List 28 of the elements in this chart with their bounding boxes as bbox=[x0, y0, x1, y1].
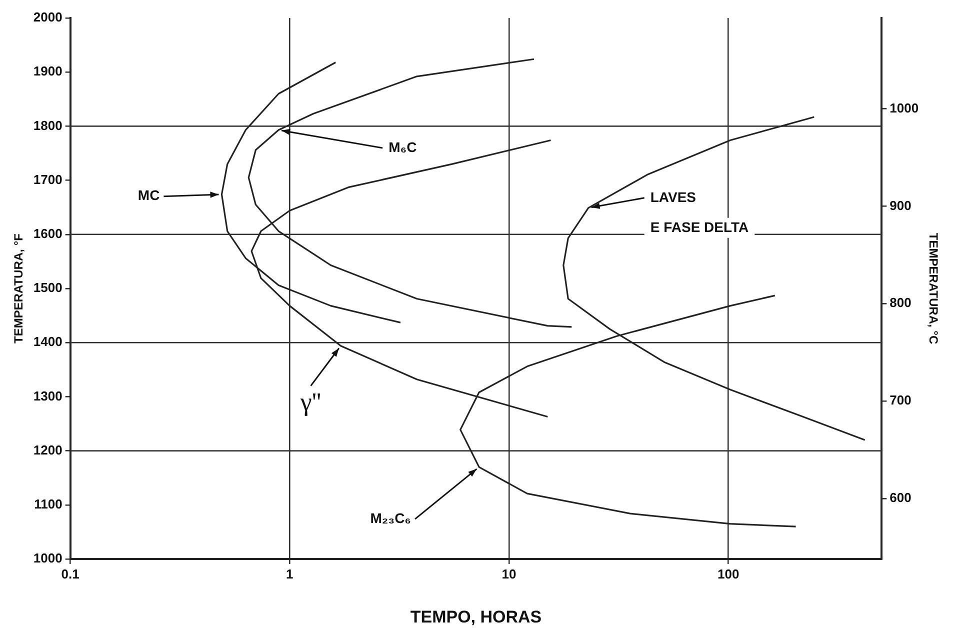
x-tick-label: 10 bbox=[502, 566, 516, 582]
y-tick-label: 1200 bbox=[33, 442, 62, 458]
y-tick-label: 1900 bbox=[33, 64, 62, 79]
y-tick-label: 1500 bbox=[33, 280, 62, 296]
x-tick-label: 0.1 bbox=[61, 566, 80, 582]
y2-axis-title: TEMPERATURA, °C bbox=[926, 232, 940, 344]
y-tick-label: 1700 bbox=[33, 172, 62, 187]
x-tick-label: 100 bbox=[718, 566, 740, 582]
y-tick-label: 1000 bbox=[33, 550, 62, 566]
y-tick-label: 1400 bbox=[33, 334, 62, 350]
y-tick-label: 1800 bbox=[33, 118, 62, 133]
annotation: γ'' bbox=[299, 388, 322, 417]
y-tick-label: 1100 bbox=[34, 496, 62, 512]
y2-tick-label: 1000 bbox=[890, 100, 919, 116]
y-axis-title: TEMPERATURA, °F bbox=[12, 234, 26, 344]
y2-tick-label: 600 bbox=[890, 490, 912, 505]
y2-tick-label: 800 bbox=[890, 295, 912, 310]
annotation: MC bbox=[138, 187, 160, 204]
y-tick-label: 2000 bbox=[33, 10, 62, 25]
annotation: LAVES E FASE DELTA bbox=[650, 188, 749, 235]
y2-tick-label: 900 bbox=[890, 198, 912, 213]
y-tick-label: 1300 bbox=[33, 388, 62, 404]
x-tick-label: 1 bbox=[286, 566, 294, 582]
x-axis-title: TEMPO, HORAS bbox=[410, 607, 542, 626]
y2-tick-label: 700 bbox=[890, 392, 912, 408]
y-tick-label: 1600 bbox=[33, 226, 62, 241]
annotation: M₆C bbox=[388, 138, 417, 155]
annotation: M₂₃C₆ bbox=[370, 510, 412, 526]
